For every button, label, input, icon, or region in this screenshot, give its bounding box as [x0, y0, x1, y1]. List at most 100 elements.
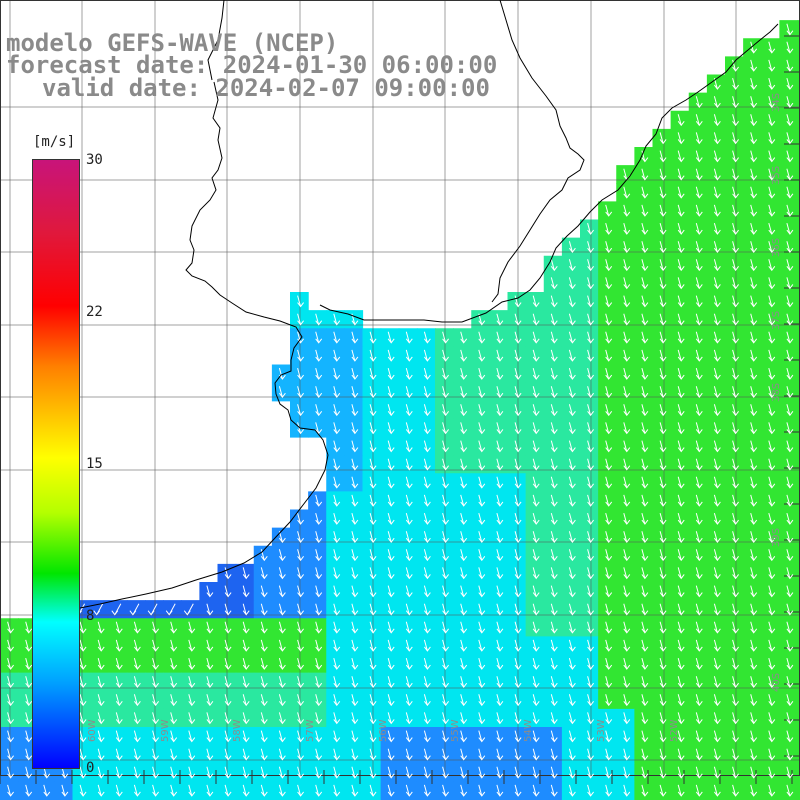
wind-arrow [315, 676, 323, 689]
wind-arrow [768, 77, 776, 90]
wind-arrow [641, 621, 649, 634]
wind-arrow [297, 295, 304, 308]
wind-arrow [496, 458, 504, 471]
wind-arrow [369, 349, 377, 362]
wind-arrow [206, 621, 214, 634]
wind-arrow [768, 186, 776, 199]
wind-arrow [768, 367, 776, 380]
lon-label-53w: 53W [596, 719, 607, 742]
wind-arrow [695, 404, 703, 417]
wind-arrow [750, 41, 758, 54]
wind-arrow [623, 277, 631, 290]
wind-arrow [568, 676, 576, 689]
wind-arrow [478, 784, 486, 797]
wind-arrow [677, 222, 685, 235]
wind-arrow [514, 422, 522, 435]
wind-arrow [242, 694, 250, 707]
wind-arrow [405, 621, 413, 634]
wind-arrow [641, 204, 649, 217]
wind-cell [797, 237, 800, 257]
wind-arrow [224, 657, 232, 670]
wind-arrow [43, 784, 51, 797]
wind-arrow [587, 422, 594, 435]
wind-arrow [550, 531, 558, 544]
wind-arrow [750, 114, 758, 127]
wind-arrow [568, 694, 576, 707]
wind-arrow [786, 766, 794, 779]
wind-arrow [460, 585, 468, 598]
wind-arrow [224, 748, 232, 761]
wind-arrow [442, 585, 449, 598]
wind-cell [797, 690, 800, 710]
wind-arrow [442, 476, 449, 489]
wind-arrow [786, 77, 794, 90]
wind-arrow [297, 694, 304, 707]
wind-arrow [532, 531, 540, 544]
wind-arrow [111, 603, 122, 616]
wind-arrow [478, 440, 486, 453]
wind-cell [797, 418, 800, 438]
wind-arrow [496, 766, 504, 779]
wind-arrow [550, 349, 558, 362]
wind-arrow [514, 676, 522, 689]
wind-arrow [7, 766, 14, 779]
wind-arrow [260, 621, 268, 634]
wind-arrow [713, 259, 721, 272]
wind-arrow [496, 784, 504, 797]
wind-arrow [369, 730, 377, 743]
wind-arrow [442, 766, 449, 779]
wind-arrow [695, 277, 703, 290]
wind-arrow [423, 512, 431, 525]
wind-arrow [659, 331, 667, 344]
wind-arrow [713, 114, 721, 127]
wind-arrow [297, 730, 304, 743]
wind-arrow [333, 694, 341, 707]
wind-arrow [623, 222, 631, 235]
wind-arrow [641, 766, 649, 779]
wind-arrow [568, 512, 576, 525]
wind-arrow [605, 494, 613, 507]
wind-arrow [786, 639, 794, 652]
wind-arrow [623, 259, 631, 272]
wind-arrow [224, 694, 232, 707]
wind-arrow [568, 331, 576, 344]
wind-arrow [79, 657, 87, 670]
wind-arrow [713, 567, 721, 580]
wind-arrow [387, 603, 395, 616]
wind-arrow [369, 458, 377, 471]
wind-arrow [641, 549, 649, 562]
wind-arrow [496, 386, 504, 399]
wind-arrow [768, 494, 776, 507]
wind-arrow [115, 621, 123, 634]
wind-arrow [369, 386, 377, 399]
wind-arrow [442, 639, 449, 652]
wind-arrow [387, 476, 395, 489]
wind-arrow [333, 512, 341, 525]
wind-arrow [387, 549, 395, 562]
wind-arrow [659, 132, 667, 145]
wind-arrow [587, 712, 594, 725]
wind-arrow [333, 349, 341, 362]
wind-arrow [550, 313, 558, 326]
wind-arrow [713, 494, 721, 507]
wind-arrow [206, 784, 214, 797]
wind-arrow [768, 748, 776, 761]
wind-arrow [568, 277, 576, 290]
wind-arrow [659, 567, 667, 580]
wind-arrow [623, 621, 631, 634]
wind-arrow [405, 494, 413, 507]
coastline [79, 0, 779, 609]
wind-arrow [550, 603, 558, 616]
wind-arrow [568, 784, 576, 797]
wind-arrow [478, 567, 486, 580]
wind-arrow [732, 712, 739, 725]
wind-arrow [713, 676, 721, 689]
wind-arrow [677, 567, 685, 580]
wind-arrow [587, 458, 594, 471]
wind-arrow [768, 585, 776, 598]
wind-arrow [333, 567, 341, 580]
wind-arrow [387, 784, 395, 797]
wind-arrow [641, 639, 649, 652]
wind-cell [797, 92, 800, 112]
